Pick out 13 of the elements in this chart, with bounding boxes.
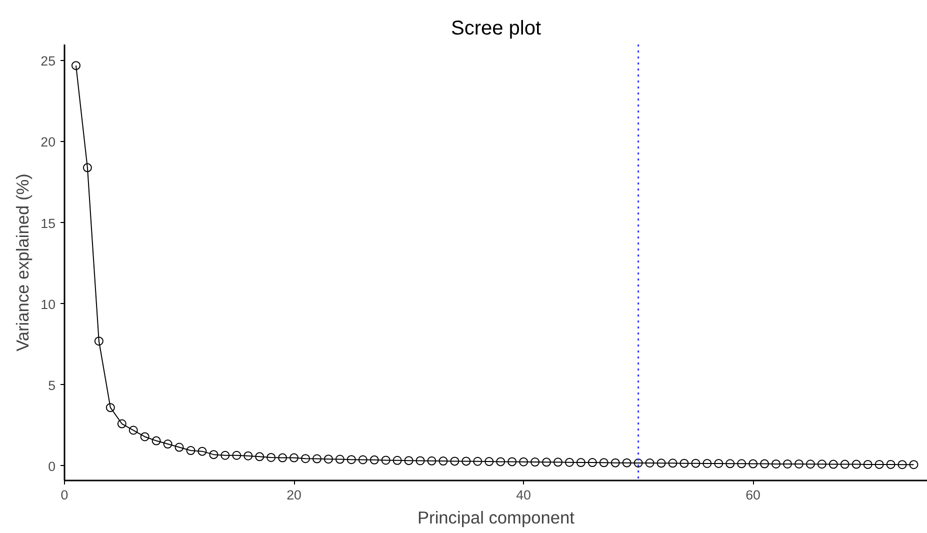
y-tick-label: 0 — [48, 458, 56, 474]
x-tick-label: 20 — [286, 488, 302, 502]
chart-title: Scree plot — [450, 18, 542, 40]
x-axis-title: Principal component — [418, 508, 575, 528]
y-tick-label: 10 — [40, 296, 56, 312]
y-tick-label: 25 — [40, 54, 56, 69]
y-tick-label: 20 — [40, 134, 56, 150]
x-tick-label: 40 — [516, 488, 531, 502]
y-tick-label: 15 — [40, 216, 56, 231]
y-tick-label: 5 — [48, 378, 56, 393]
x-tick-label: 60 — [746, 488, 760, 502]
x-tick-label: 0 — [60, 488, 68, 502]
y-axis-title: Variance explained (%) — [12, 174, 33, 352]
